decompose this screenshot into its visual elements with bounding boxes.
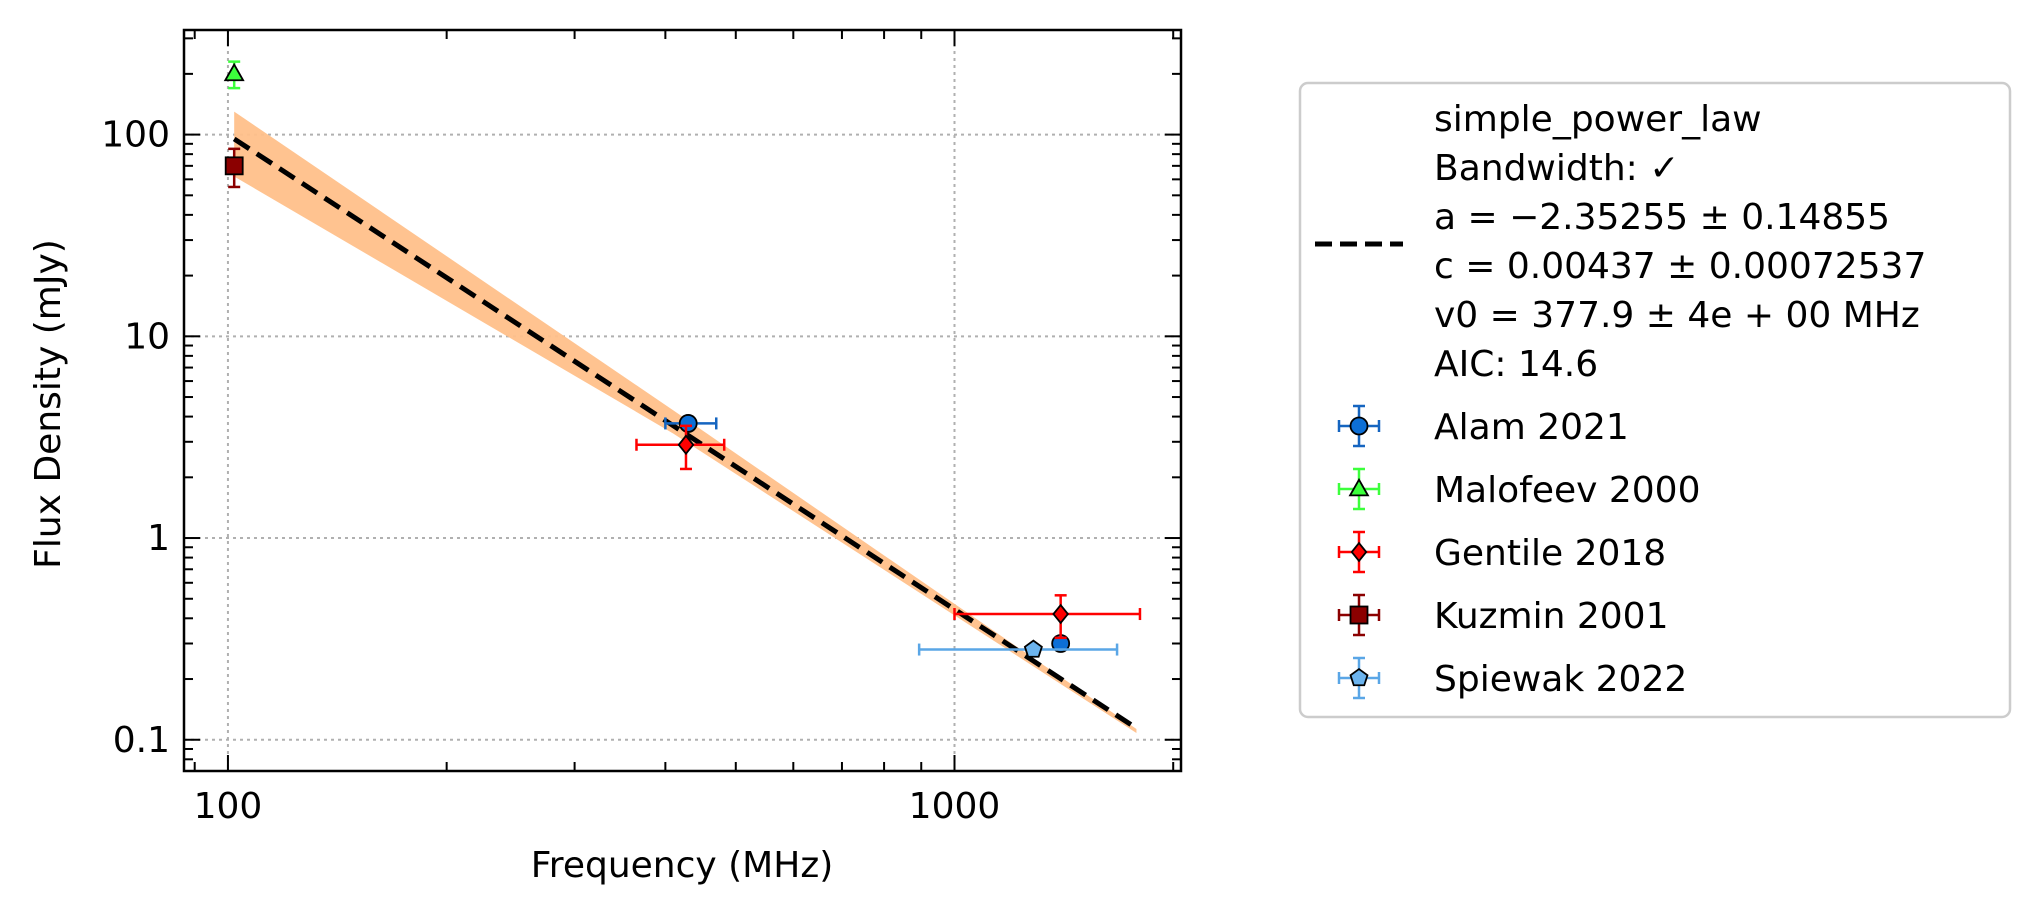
legend-entry: Malofeev 2000 [1337, 467, 1700, 511]
data-point [224, 156, 244, 176]
legend-marker [1350, 541, 1368, 563]
series-spiewak-2022 [917, 639, 1119, 658]
y-tick-label: 0.1 [113, 720, 170, 761]
legend-entry: Alam 2021 [1337, 404, 1629, 448]
legend-label: Gentile 2018 [1434, 533, 1666, 574]
legend-label: Malofeev 2000 [1434, 470, 1700, 511]
series-kuzmin-2001 [224, 147, 244, 189]
y-tick-label: 10 [124, 316, 170, 357]
legend-frame [1298, 81, 2012, 719]
legend-marker [1349, 416, 1369, 436]
data-point [1023, 639, 1043, 658]
legend-fit-line-2: Bandwidth: ✓ [1434, 148, 1679, 189]
data-point [223, 62, 245, 82]
legend: simple_power_law Bandwidth: ✓ a = −2.352… [1298, 81, 2012, 719]
legend-entry: Kuzmin 2001 [1337, 593, 1668, 637]
legend-label: Alam 2021 [1434, 407, 1629, 448]
grid [184, 30, 1181, 771]
data-point [678, 414, 698, 433]
fit-line [232, 136, 1138, 731]
plot-frame [182, 28, 1183, 773]
legend-entry: Gentile 2018 [1337, 530, 1666, 574]
fit-line-group [232, 136, 1138, 731]
legend-fit-line-1: simple_power_law [1434, 99, 1762, 140]
series-alam-2021 [664, 414, 1071, 653]
data-point [1052, 603, 1070, 625]
y-axis-label: Flux Density (mJy) [28, 239, 69, 569]
y-tick-label: 1 [147, 518, 170, 559]
data-point [677, 434, 695, 456]
legend-marker [1348, 477, 1370, 497]
series-malofeev-2000 [223, 60, 245, 90]
legend-label: Spiewak 2022 [1434, 659, 1687, 700]
legend-fit-line-5: v0 = 377.9 ± 4e + 00 MHz [1434, 295, 1920, 336]
legend-fit-line-3: a = −2.35255 ± 0.14855 [1434, 197, 1890, 238]
y-tick-label: 100 [101, 115, 170, 156]
axis-ticks: 100 1000 0.1 1 10 100 [101, 30, 1181, 827]
legend-entry: Spiewak 2022 [1337, 656, 1687, 700]
legend-label: Kuzmin 2001 [1434, 596, 1668, 637]
legend-series-entries: Alam 2021 Malofeev 2000 Gentile 2018 Kuzmin… [1337, 404, 1700, 700]
legend-fit-line-4: c = 0.00437 ± 0.00072537 [1434, 246, 1926, 287]
data-points [223, 60, 1142, 658]
x-tick-label: 100 [194, 786, 263, 827]
legend-fit-line-6: AIC: 14.6 [1434, 344, 1598, 385]
legend-marker [1349, 605, 1369, 625]
series-gentile-2018 [635, 424, 1142, 640]
x-axis-label: Frequency (MHz) [531, 845, 834, 886]
plot-area: 100 1000 0.1 1 10 100 [101, 28, 1183, 827]
legend-marker [1349, 667, 1369, 687]
x-tick-label: 1000 [909, 786, 1001, 827]
